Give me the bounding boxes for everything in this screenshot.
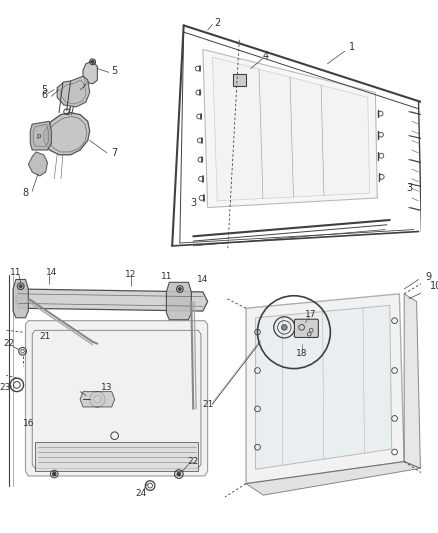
Polygon shape: [166, 282, 191, 320]
Polygon shape: [246, 294, 404, 483]
Text: 11: 11: [161, 272, 172, 281]
Text: 5: 5: [42, 85, 48, 95]
Polygon shape: [28, 152, 48, 176]
Polygon shape: [25, 321, 208, 476]
Circle shape: [177, 472, 181, 476]
Text: 4: 4: [263, 51, 269, 61]
Circle shape: [178, 288, 181, 290]
Text: 12: 12: [125, 270, 137, 279]
Text: 17: 17: [305, 310, 317, 319]
Circle shape: [282, 325, 287, 330]
Text: 22: 22: [4, 339, 15, 348]
Text: 3: 3: [406, 183, 412, 193]
Text: 14: 14: [46, 268, 57, 277]
Text: 21: 21: [39, 333, 50, 342]
Text: 13: 13: [101, 383, 113, 392]
Text: 8: 8: [22, 188, 28, 198]
Polygon shape: [13, 279, 28, 318]
Text: 9: 9: [425, 272, 431, 281]
Text: 1: 1: [350, 43, 356, 52]
FancyBboxPatch shape: [294, 319, 318, 337]
Text: 10: 10: [430, 281, 438, 291]
Text: 16: 16: [23, 419, 34, 428]
Circle shape: [52, 472, 56, 476]
Text: 11: 11: [10, 268, 21, 277]
Text: 5: 5: [112, 67, 118, 76]
Text: 23: 23: [0, 383, 11, 392]
Text: 7: 7: [112, 148, 118, 158]
Polygon shape: [44, 112, 90, 155]
Polygon shape: [30, 122, 51, 150]
Text: p: p: [37, 133, 41, 139]
Polygon shape: [80, 392, 115, 407]
Polygon shape: [83, 61, 97, 84]
Text: 18: 18: [296, 349, 307, 358]
Polygon shape: [404, 294, 420, 469]
Text: 2: 2: [214, 18, 220, 28]
FancyBboxPatch shape: [233, 74, 246, 86]
Text: 3: 3: [190, 198, 196, 208]
Text: 22: 22: [187, 457, 199, 466]
Polygon shape: [255, 305, 392, 469]
Text: 14: 14: [197, 275, 208, 284]
Circle shape: [91, 60, 94, 63]
Polygon shape: [246, 462, 420, 495]
Polygon shape: [35, 442, 198, 471]
Circle shape: [19, 285, 22, 288]
Text: 6: 6: [42, 91, 48, 100]
Polygon shape: [16, 289, 208, 311]
Text: 24: 24: [135, 489, 146, 498]
Polygon shape: [203, 50, 377, 207]
Polygon shape: [212, 57, 370, 201]
Text: 21: 21: [202, 400, 213, 409]
Polygon shape: [57, 76, 90, 107]
